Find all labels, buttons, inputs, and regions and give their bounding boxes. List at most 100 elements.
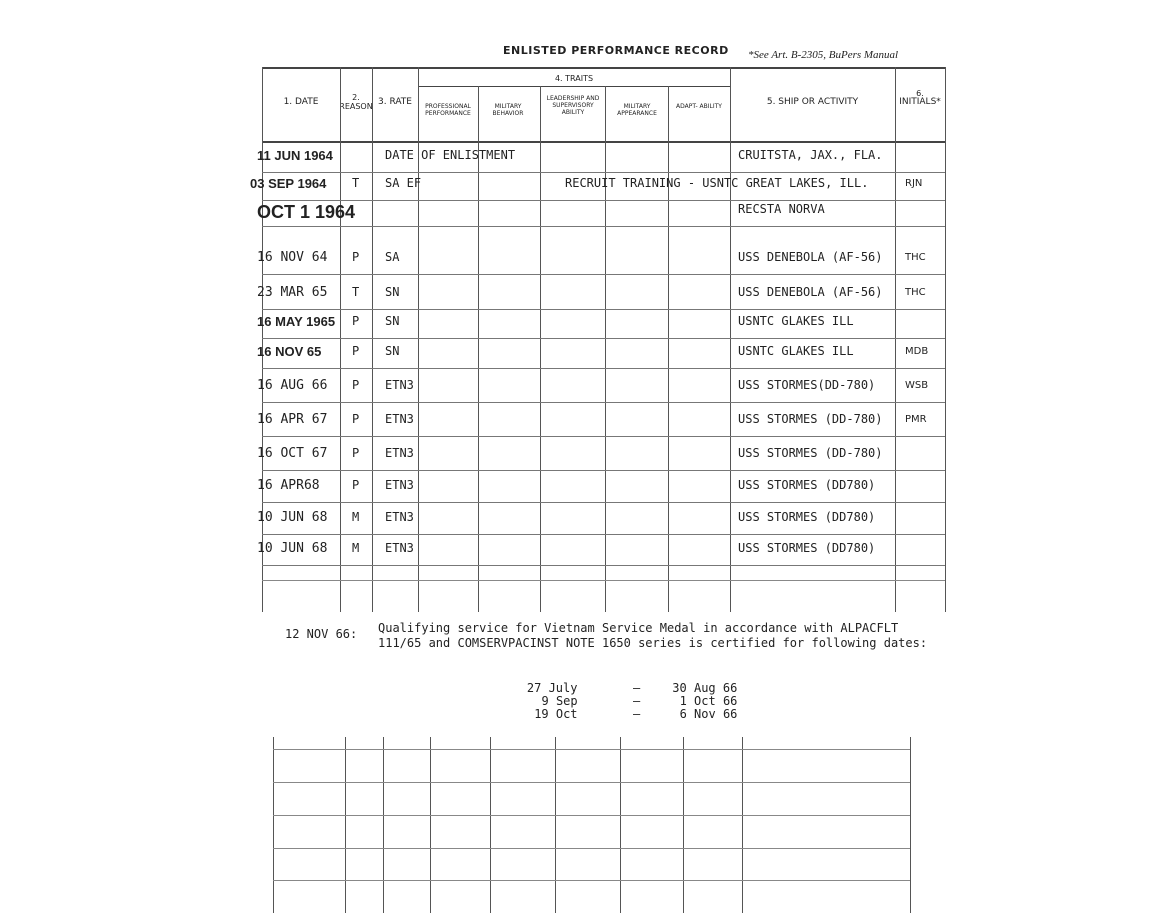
row-date: 16 NOV 64 <box>257 250 328 265</box>
header-rate: 3. RATE <box>378 97 412 107</box>
lower-row-divider <box>273 782 910 783</box>
row-rate: SA EF <box>385 176 422 190</box>
row-date: 16 APR 67 <box>257 412 328 427</box>
lower-column-divider <box>620 737 621 913</box>
row-divider <box>262 534 945 535</box>
row-reason: T <box>352 285 360 299</box>
row-ship: RECSTA NORVA <box>738 202 825 216</box>
lower-column-divider <box>555 737 556 913</box>
row-divider <box>262 309 945 310</box>
column-divider <box>605 86 606 612</box>
row-divider <box>262 502 945 503</box>
row-divider <box>262 565 945 566</box>
lower-row-divider <box>273 815 910 816</box>
header-traits: 4. TRAITS <box>554 74 594 83</box>
row-initials: RJN <box>905 178 923 189</box>
header-adaptability: ADAPT- ABILITY <box>676 103 722 110</box>
row-ship: USS STORMES (DD-780) <box>738 446 883 460</box>
row-ship: USS DENEBOLA (AF-56) <box>738 285 883 299</box>
header-bottom-rule <box>262 141 945 143</box>
row-initials: THC <box>905 252 926 263</box>
remark-date: 12 NOV 66: <box>285 627 358 641</box>
row-date: 16 APR68 <box>257 478 320 493</box>
column-divider <box>418 67 419 612</box>
row-divider <box>262 226 945 227</box>
row-divider <box>262 580 945 581</box>
row-ship: USNTC GLAKES ILL <box>738 314 854 328</box>
row-rate: ETN3 <box>385 541 414 555</box>
traits-divider <box>418 86 730 87</box>
row-reason: P <box>352 478 360 492</box>
row-date: 23 MAR 65 <box>257 285 328 300</box>
row-reason: M <box>352 510 360 524</box>
lower-column-divider <box>910 737 911 913</box>
period-to: 30 Aug 66 <box>672 681 738 695</box>
header-date: 1. DATE <box>283 97 319 107</box>
row-divider <box>262 368 945 369</box>
column-divider <box>340 67 341 612</box>
row-reason: P <box>352 344 360 358</box>
row-initials: PMR <box>905 414 927 425</box>
row-ship: RECRUIT TRAINING - USNTC GREAT LAKES, IL… <box>565 176 869 190</box>
lower-row-divider <box>273 749 910 750</box>
row-ship: USS STORMES (DD780) <box>738 541 876 555</box>
row-ship: USS STORMES (DD-780) <box>738 412 883 426</box>
lower-column-divider <box>683 737 684 913</box>
remark-line-2: 111/65 and COMSERVPACINST NOTE 1650 seri… <box>378 636 928 650</box>
row-rate: ETN3 <box>385 412 414 426</box>
header-reason-number: 2. <box>352 93 360 102</box>
header-leadership: LEADERSHIP AND SUPERVISORY ABILITY <box>546 95 600 116</box>
row-ship: USS STORMES(DD-780) <box>738 378 876 392</box>
header-ship: 5. SHIP OR ACTIVITY <box>766 97 859 107</box>
table-top-rule <box>262 67 945 69</box>
form-title: ENLISTED PERFORMANCE RECORD <box>503 44 729 57</box>
lower-column-divider <box>345 737 346 913</box>
row-divider <box>262 200 945 201</box>
row-rate: ETN3 <box>385 510 414 524</box>
row-date: 16 MAY 1965 <box>257 314 336 329</box>
column-divider <box>895 67 896 612</box>
period-dash: – <box>633 707 641 721</box>
column-divider <box>372 67 373 612</box>
row-ship: USS STORMES (DD780) <box>738 510 876 524</box>
row-initials: MDB <box>905 346 929 357</box>
header-military-behavior: MILITARY BEHAVIOR <box>492 103 524 117</box>
row-reason: P <box>352 314 360 328</box>
period-from: 19 Oct <box>534 707 578 721</box>
row-rate: ETN3 <box>385 478 414 492</box>
row-date: 03 SEP 1964 <box>250 176 327 191</box>
column-divider <box>540 86 541 612</box>
row-divider <box>262 274 945 275</box>
row-date: 16 NOV 65 <box>257 344 322 359</box>
header-initials-number: 6. <box>916 89 924 98</box>
row-divider <box>262 402 945 403</box>
row-rate: SN <box>385 314 400 328</box>
header-military-appearance: MILITARY APPEARANCE <box>617 103 657 117</box>
lower-column-divider <box>273 737 274 913</box>
row-divider <box>262 436 945 437</box>
row-date: 16 OCT 67 <box>257 446 328 461</box>
row-ship: USS DENEBOLA (AF-56) <box>738 250 883 264</box>
row-reason: P <box>352 378 360 392</box>
row-reason: P <box>352 446 360 460</box>
header-reason: REASON <box>339 102 373 111</box>
form-note: *See Art. B-2305, BuPers Manual <box>748 49 899 61</box>
period-dash: – <box>633 681 641 695</box>
row-divider <box>262 470 945 471</box>
column-divider <box>478 86 479 612</box>
row-rate: SN <box>385 285 400 299</box>
row-initials: WSB <box>905 380 929 391</box>
lower-column-divider <box>383 737 384 913</box>
row-ship: USNTC GLAKES ILL <box>738 344 854 358</box>
row-rate: SN <box>385 344 400 358</box>
column-divider <box>945 67 946 612</box>
row-rate: ETN3 <box>385 378 414 392</box>
lower-row-divider <box>273 848 910 849</box>
header-professional-performance: PROFESSIONAL PERFORMANCE <box>425 103 471 117</box>
lower-column-divider <box>430 737 431 913</box>
period-to: 6 Nov 66 <box>679 707 738 721</box>
row-reason: P <box>352 250 360 264</box>
row-reason: P <box>352 412 360 426</box>
row-divider <box>262 172 945 173</box>
